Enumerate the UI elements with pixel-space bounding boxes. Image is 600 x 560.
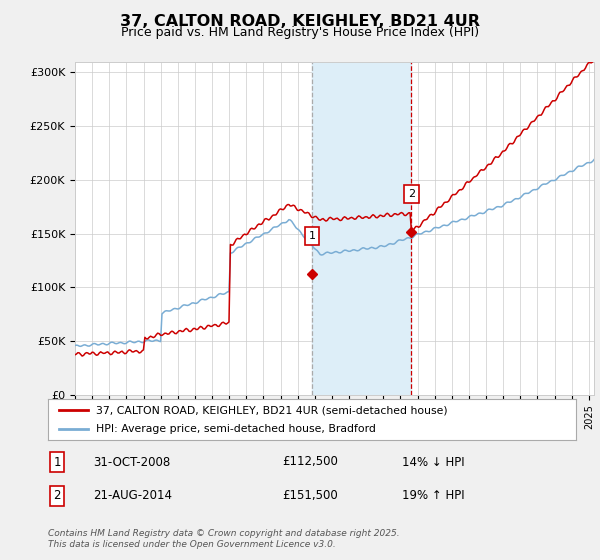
Text: 1: 1: [53, 455, 61, 469]
Text: HPI: Average price, semi-detached house, Bradford: HPI: Average price, semi-detached house,…: [95, 424, 376, 435]
Bar: [312, 62, 412, 395]
Text: 31-OCT-2008: 31-OCT-2008: [93, 455, 170, 469]
Text: 37, CALTON ROAD, KEIGHLEY, BD21 4UR: 37, CALTON ROAD, KEIGHLEY, BD21 4UR: [120, 14, 480, 29]
Text: Contains HM Land Registry data © Crown copyright and database right 2025.
This d: Contains HM Land Registry data © Crown c…: [48, 529, 400, 549]
Text: 21-AUG-2014: 21-AUG-2014: [93, 489, 172, 502]
Text: Price paid vs. HM Land Registry's House Price Index (HPI): Price paid vs. HM Land Registry's House …: [121, 26, 479, 39]
Text: 19% ↑ HPI: 19% ↑ HPI: [402, 489, 464, 502]
Text: 14% ↓ HPI: 14% ↓ HPI: [402, 455, 464, 469]
Text: £112,500: £112,500: [282, 455, 338, 469]
Text: £151,500: £151,500: [282, 489, 338, 502]
Text: 37, CALTON ROAD, KEIGHLEY, BD21 4UR (semi-detached house): 37, CALTON ROAD, KEIGHLEY, BD21 4UR (sem…: [95, 405, 447, 415]
Text: 2: 2: [53, 489, 61, 502]
Text: 1: 1: [308, 231, 316, 241]
Text: 2: 2: [408, 189, 415, 199]
